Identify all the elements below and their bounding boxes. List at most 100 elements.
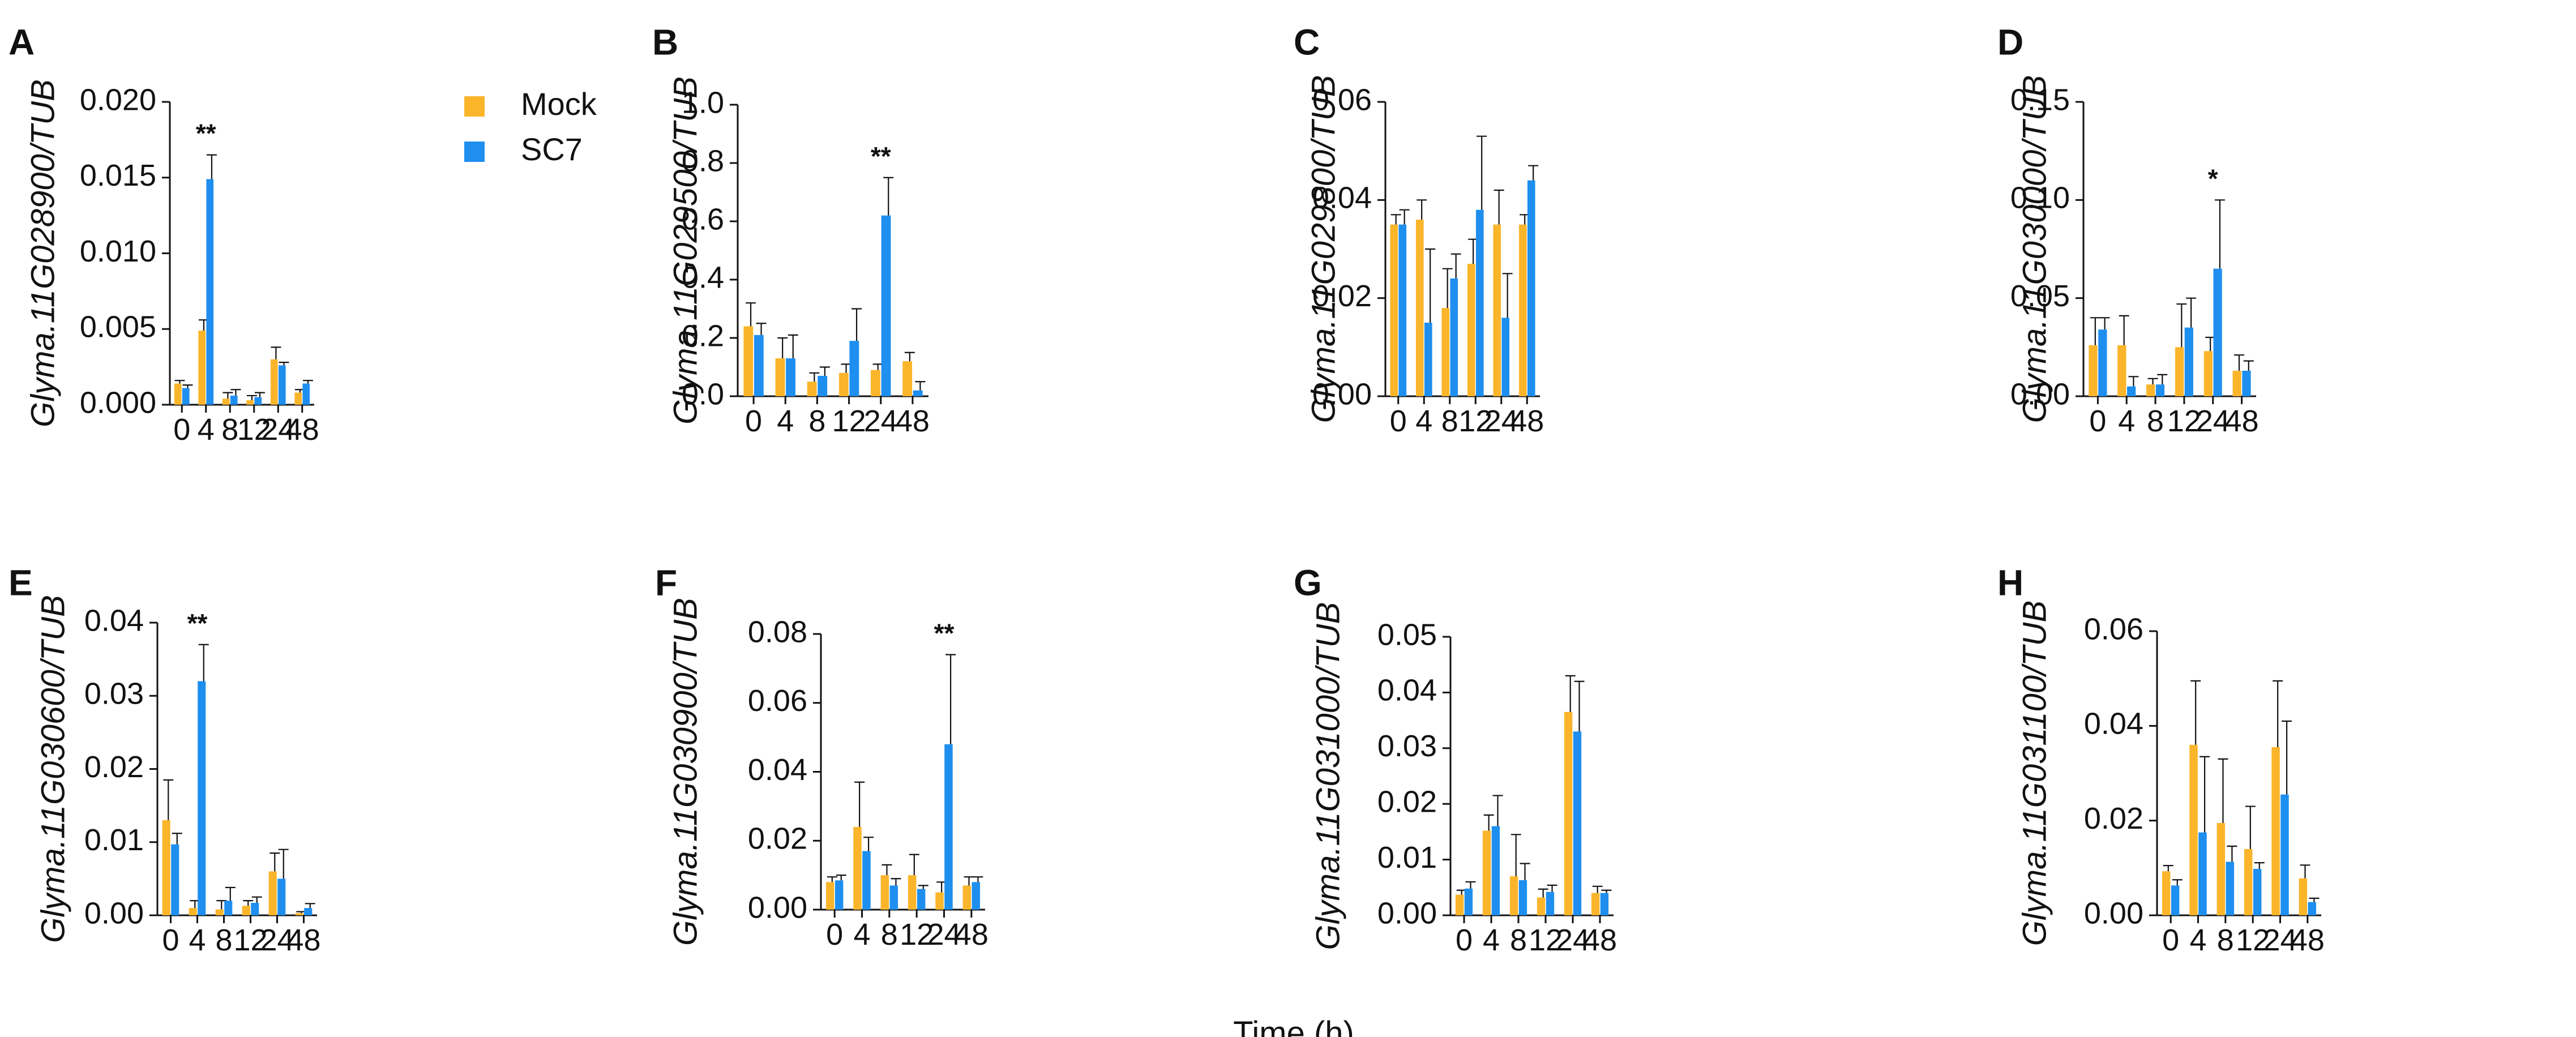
x-tick-label: 12 <box>2236 923 2270 957</box>
x-tick-label: 12 <box>233 923 267 957</box>
x-tick-label: 8 <box>221 413 238 447</box>
y-tick-label: 0.02 <box>1312 279 1372 313</box>
x-tick-label: 4 <box>198 413 215 447</box>
bar-mock-4h <box>189 908 197 915</box>
y-tick-label: 0.02 <box>84 750 144 784</box>
bar-sc7-0h <box>182 388 190 405</box>
bar-sc7-12h <box>254 397 262 405</box>
bar-mock-0h <box>1455 894 1464 915</box>
y-tick-label: 0.02 <box>1377 785 1437 819</box>
y-tick-label: 0.00 <box>2010 377 2070 411</box>
bar-sc7-12h <box>2184 327 2193 396</box>
bar-sc7-24h <box>944 744 953 910</box>
legend-label-sc7: SC7 <box>521 131 583 167</box>
bar-sc7-12h <box>849 341 859 396</box>
bar-mock-24h <box>1564 712 1573 915</box>
bar-sc7-24h <box>277 879 286 915</box>
y-tick-label: 0.005 <box>80 310 156 344</box>
bar-sc7-8h <box>889 885 898 910</box>
bar-mock-0h <box>743 326 754 396</box>
bar-sc7-0h <box>171 844 179 915</box>
y-axis-label: Glyma.11G028900/TUB <box>24 79 61 427</box>
bar-mock-0h <box>2089 345 2098 396</box>
x-tick-label: 48 <box>286 923 320 957</box>
significance-marker: ** <box>934 619 955 648</box>
legend-swatch-sc7 <box>464 142 485 162</box>
y-tick-label: 1.0 <box>682 85 724 119</box>
x-tick-label: 48 <box>2291 923 2325 957</box>
bar-sc7-12h <box>251 903 259 915</box>
y-tick-label: 0.000 <box>80 385 156 419</box>
bar-mock-4h <box>2189 744 2198 915</box>
panel-letter: D <box>1997 22 2023 62</box>
y-axis-label: Glyma.11G031100/TUB <box>2016 601 2053 946</box>
x-tick-label: 8 <box>2217 923 2234 957</box>
x-tick-label: 12 <box>900 918 934 952</box>
bar-mock-48h <box>2299 878 2308 915</box>
x-tick-label: 4 <box>2118 404 2135 438</box>
y-tick-label: 0.015 <box>80 158 156 192</box>
x-tick-label: 4 <box>1415 404 1432 438</box>
bar-sc7-4h <box>1491 826 1500 915</box>
bar-sc7-12h <box>2253 869 2262 915</box>
significance-marker: * <box>2208 164 2218 193</box>
bar-mock-12h <box>1537 897 1546 915</box>
bar-sc7-8h <box>224 901 233 915</box>
y-tick-label: 0.04 <box>1377 674 1437 708</box>
bar-mock-24h <box>270 359 278 405</box>
bar-mock-4h <box>198 330 206 405</box>
bar-mock-12h <box>242 906 250 915</box>
bar-mock-12h <box>908 875 917 910</box>
x-tick-label: 24 <box>260 923 294 957</box>
bar-sc7-48h <box>304 908 313 915</box>
x-tick-label: 48 <box>1510 404 1544 438</box>
x-tick-label: 12 <box>832 404 866 438</box>
y-tick-label: 0.04 <box>1312 181 1372 215</box>
bar-mock-8h <box>880 875 889 910</box>
bar-mock-0h <box>1390 224 1398 396</box>
bar-mock-0h <box>2162 871 2171 915</box>
bar-sc7-0h <box>1464 888 1473 915</box>
x-tick-label: 8 <box>808 404 825 438</box>
significance-marker: ** <box>187 609 208 638</box>
y-axis-label: Glyma.11G030000/TUB <box>2016 75 2053 423</box>
bar-mock-8h <box>1509 876 1518 915</box>
y-tick-label: 0.06 <box>748 684 807 718</box>
x-tick-label: 0 <box>1456 923 1473 957</box>
y-tick-label: 0.03 <box>1377 729 1437 763</box>
bar-mock-48h <box>1591 893 1600 915</box>
bar-mock-0h <box>162 820 170 915</box>
y-tick-label: 0.00 <box>748 890 807 924</box>
y-tick-label: 0.00 <box>1377 896 1437 930</box>
bar-sc7-12h <box>1475 209 1484 396</box>
significance-marker: ** <box>871 142 891 171</box>
y-axis-label: Glyma.11G030900/TUB <box>667 598 704 946</box>
bar-mock-12h <box>838 372 849 396</box>
bar-sc7-4h <box>1424 323 1432 396</box>
bar-sc7-8h <box>2155 384 2165 396</box>
bar-sc7-0h <box>1398 224 1407 396</box>
x-tick-label: 48 <box>955 918 989 952</box>
y-tick-label: 0.02 <box>2084 802 2143 835</box>
bar-mock-8h <box>222 398 230 405</box>
x-tick-label: 4 <box>777 404 794 438</box>
x-tick-label: 12 <box>1458 404 1492 438</box>
bar-sc7-4h <box>2198 832 2207 915</box>
y-tick-label: 0.05 <box>1377 618 1437 652</box>
y-axis-label: Glyma.11G031000/TUB <box>1310 602 1346 950</box>
bar-sc7-8h <box>1450 278 1458 396</box>
bar-mock-48h <box>295 913 303 915</box>
bar-sc7-12h <box>1546 892 1555 915</box>
y-tick-label: 0.04 <box>84 603 144 637</box>
y-tick-label: 0.8 <box>682 144 724 178</box>
y-tick-label: 0.02 <box>748 822 807 856</box>
bar-sc7-0h <box>754 335 764 396</box>
y-tick-label: 0.020 <box>80 83 156 117</box>
bar-sc7-24h <box>1573 731 1582 915</box>
bar-mock-8h <box>215 909 224 915</box>
significance-marker: ** <box>196 119 216 148</box>
